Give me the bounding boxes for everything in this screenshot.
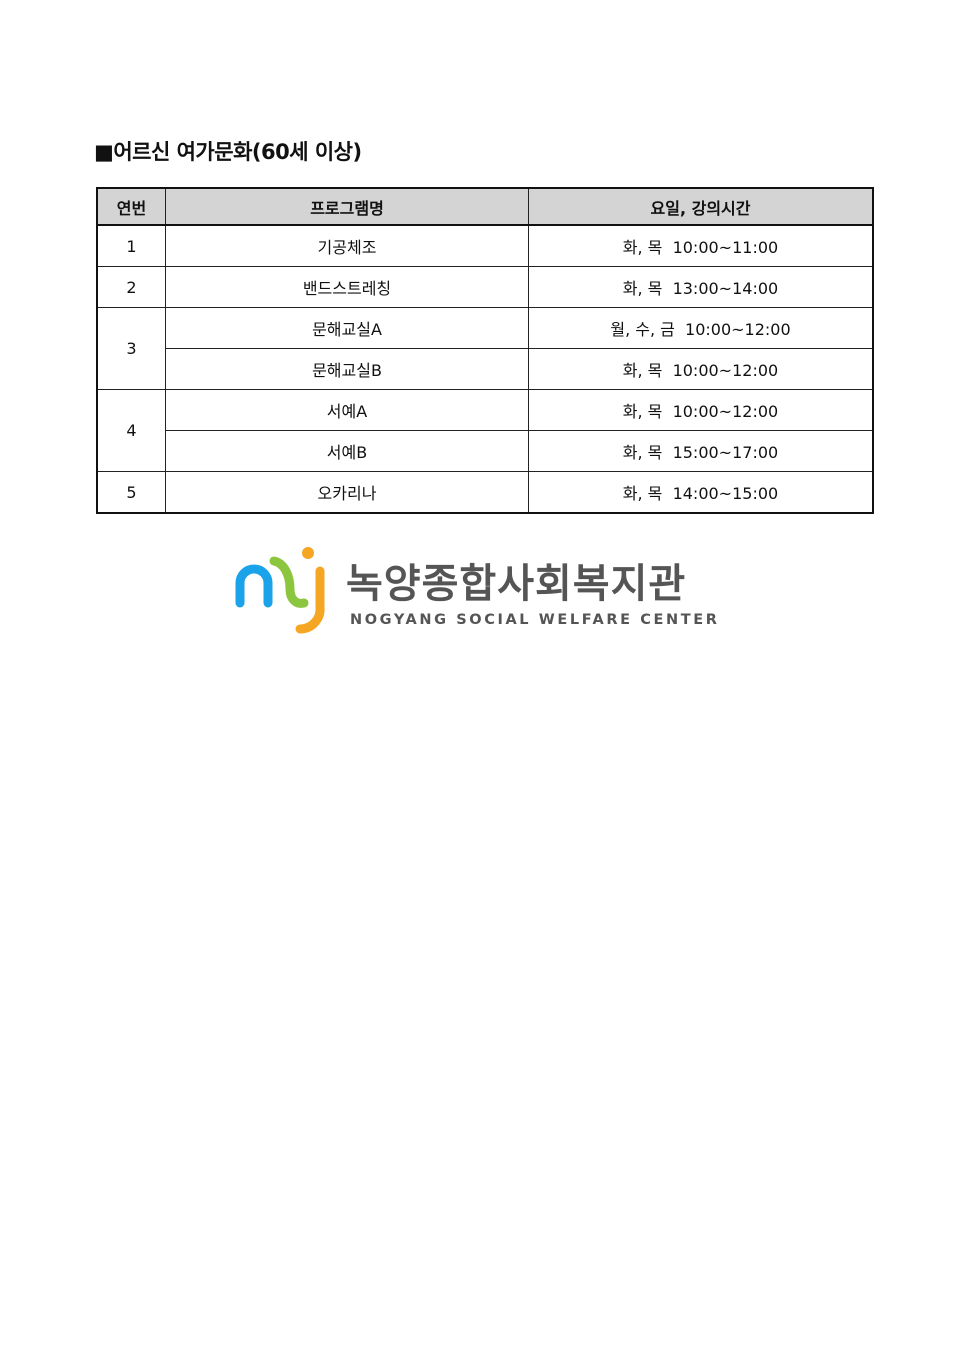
cell-program: 문해교실B [165,348,529,390]
cell-schedule: 화, 목 10:00~12:00 [528,348,874,390]
cell-schedule: 화, 목 10:00~11:00 [528,224,874,267]
cell-program: 오카리나 [165,471,529,514]
table-row: 문해교실B 화, 목 10:00~12:00 [97,348,874,390]
section-title: ■어르신 여가문화(60세 이상) [94,140,362,164]
cell-no: 3 [96,307,166,390]
cell-schedule: 화, 목 10:00~12:00 [528,389,874,431]
table-row: 2 밴드스트레칭 화, 목 13:00~14:00 [96,266,874,308]
cell-no: 5 [96,471,166,514]
table-row: 1 기공체조 화, 목 10:00~11:00 [96,224,874,267]
logo-mark-icon [235,547,325,634]
header-schedule: 요일, 강의시간 [528,187,874,226]
cell-program: 서예B [165,430,529,472]
cell-program: 문해교실A [165,307,529,349]
header-no: 연번 [96,187,166,226]
logo-korean-name: 녹양종합사회복지관 [346,561,687,607]
cell-no: 1 [96,224,166,267]
logo: 녹양종합사회복지관 NOGYANG SOCIAL WELFARE CENTER [232,545,732,637]
table-row: 4 서예A 화, 목 10:00~12:00 [96,389,874,472]
program-table: 연번 프로그램명 요일, 강의시간 1 기공체조 화, 목 10:00~11:00 2… [96,187,874,514]
cell-schedule: 화, 목 13:00~14:00 [528,266,874,308]
table-row: 서예B 화, 목 15:00~17:00 [97,430,874,472]
cell-program: 밴드스트레칭 [165,266,529,308]
table-row: 5 오카리나 화, 목 14:00~15:00 [96,471,874,514]
table-row: 3 문해교실A 월, 수, 금 10:00~12:00 [96,307,874,390]
header-program: 프로그램명 [165,187,529,226]
cell-no: 2 [96,266,166,308]
cell-schedule: 화, 목 15:00~17:00 [528,430,874,472]
cell-schedule: 화, 목 14:00~15:00 [528,471,874,514]
table-header-row: 연번 프로그램명 요일, 강의시간 [96,187,874,226]
logo-english-name: NOGYANG SOCIAL WELFARE CENTER [350,612,720,628]
cell-program: 서예A [165,389,529,431]
cell-no: 4 [96,389,166,472]
cell-program: 기공체조 [165,224,529,267]
cell-schedule: 월, 수, 금 10:00~12:00 [528,307,874,349]
